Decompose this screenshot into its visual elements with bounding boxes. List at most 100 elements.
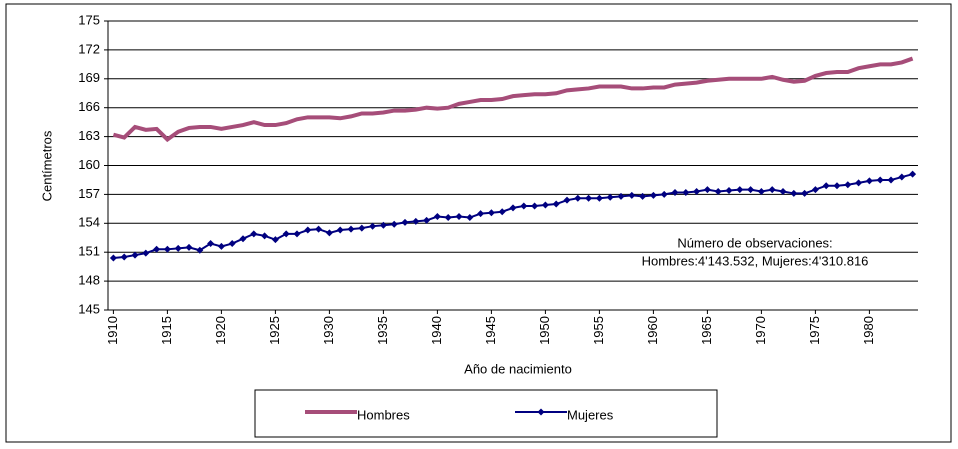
point (714, 188, 722, 196)
point (347, 225, 355, 233)
point (487, 209, 495, 217)
point (649, 191, 657, 199)
point (703, 186, 711, 194)
y-tick-label: 172 (78, 41, 100, 56)
point (120, 253, 128, 261)
point (239, 235, 247, 243)
point (217, 242, 225, 250)
x-tick-label: 1960 (645, 316, 660, 345)
point (433, 213, 441, 221)
point (174, 244, 182, 252)
point (898, 173, 906, 181)
point (628, 191, 636, 199)
y-tick-label: 145 (78, 301, 100, 316)
point (865, 177, 873, 185)
point (369, 222, 377, 230)
point (736, 186, 744, 194)
legend-label: Mujeres (567, 407, 614, 422)
y-tick-label: 163 (78, 128, 100, 143)
y-tick-label: 169 (78, 70, 100, 85)
x-tick-label: 1980 (861, 316, 876, 345)
point (779, 188, 787, 196)
point (282, 230, 290, 238)
x-tick-label: 1955 (591, 316, 606, 345)
y-tick-label: 175 (78, 12, 100, 27)
point (412, 217, 420, 225)
point (747, 186, 755, 194)
y-tick-label: 148 (78, 273, 100, 288)
point (801, 189, 809, 197)
point (887, 176, 895, 184)
point (855, 179, 863, 187)
point (876, 176, 884, 184)
x-tick-label: 1915 (159, 316, 174, 345)
x-tick-label: 1925 (267, 316, 282, 345)
y-tick-label: 154 (78, 215, 100, 230)
y-tick-label: 166 (78, 99, 100, 114)
point (617, 192, 625, 200)
y-tick-label: 151 (78, 244, 100, 259)
point (293, 230, 301, 238)
point (541, 201, 549, 209)
x-tick-label: 1975 (807, 316, 822, 345)
point (531, 202, 539, 210)
legend-marker (537, 408, 545, 416)
point (390, 220, 398, 228)
point (336, 226, 344, 234)
point (844, 181, 852, 189)
point (822, 182, 830, 190)
x-tick-label: 1935 (375, 316, 390, 345)
point (606, 193, 614, 201)
point (498, 208, 506, 216)
point (660, 190, 668, 198)
point (520, 202, 528, 210)
point (757, 188, 765, 196)
line-series (112, 56, 914, 143)
x-tick-label: 1950 (537, 316, 552, 345)
point (207, 240, 215, 248)
annotation: Hombres:4'143.532, Mujeres:4'310.816 (642, 253, 869, 268)
point (574, 194, 582, 202)
y-tick-label: 157 (78, 186, 100, 201)
point (693, 188, 701, 196)
point (671, 188, 679, 196)
point (909, 170, 917, 178)
point (315, 225, 323, 233)
point (109, 254, 117, 262)
x-axis-label: Año de nacimiento (464, 361, 572, 376)
point (477, 210, 485, 218)
legend-label: Hombres (357, 407, 410, 422)
point (379, 221, 387, 229)
x-tick-label: 1930 (321, 316, 336, 345)
point (563, 196, 571, 204)
point (304, 226, 312, 234)
point (585, 194, 593, 202)
point (682, 188, 690, 196)
point (509, 204, 517, 212)
point (261, 232, 269, 240)
point (639, 192, 647, 200)
point (790, 189, 798, 197)
x-tick-label: 1965 (699, 316, 714, 345)
point (401, 218, 409, 226)
point (228, 240, 236, 248)
point (466, 214, 474, 222)
point (131, 251, 139, 259)
point (725, 187, 733, 195)
annotation: Número de observaciones: (677, 235, 832, 250)
point (423, 216, 431, 224)
x-tick-label: 1920 (213, 316, 228, 345)
point (142, 249, 150, 257)
x-tick-label: 1970 (753, 316, 768, 345)
point (833, 182, 841, 190)
point (196, 246, 204, 254)
x-tick-label: 1910 (105, 316, 120, 345)
point (455, 213, 463, 221)
y-tick-label: 160 (78, 157, 100, 172)
point (271, 236, 279, 244)
point (552, 200, 560, 208)
y-axis-label: Centímetros (39, 130, 54, 201)
point (595, 194, 603, 202)
point (163, 245, 171, 253)
